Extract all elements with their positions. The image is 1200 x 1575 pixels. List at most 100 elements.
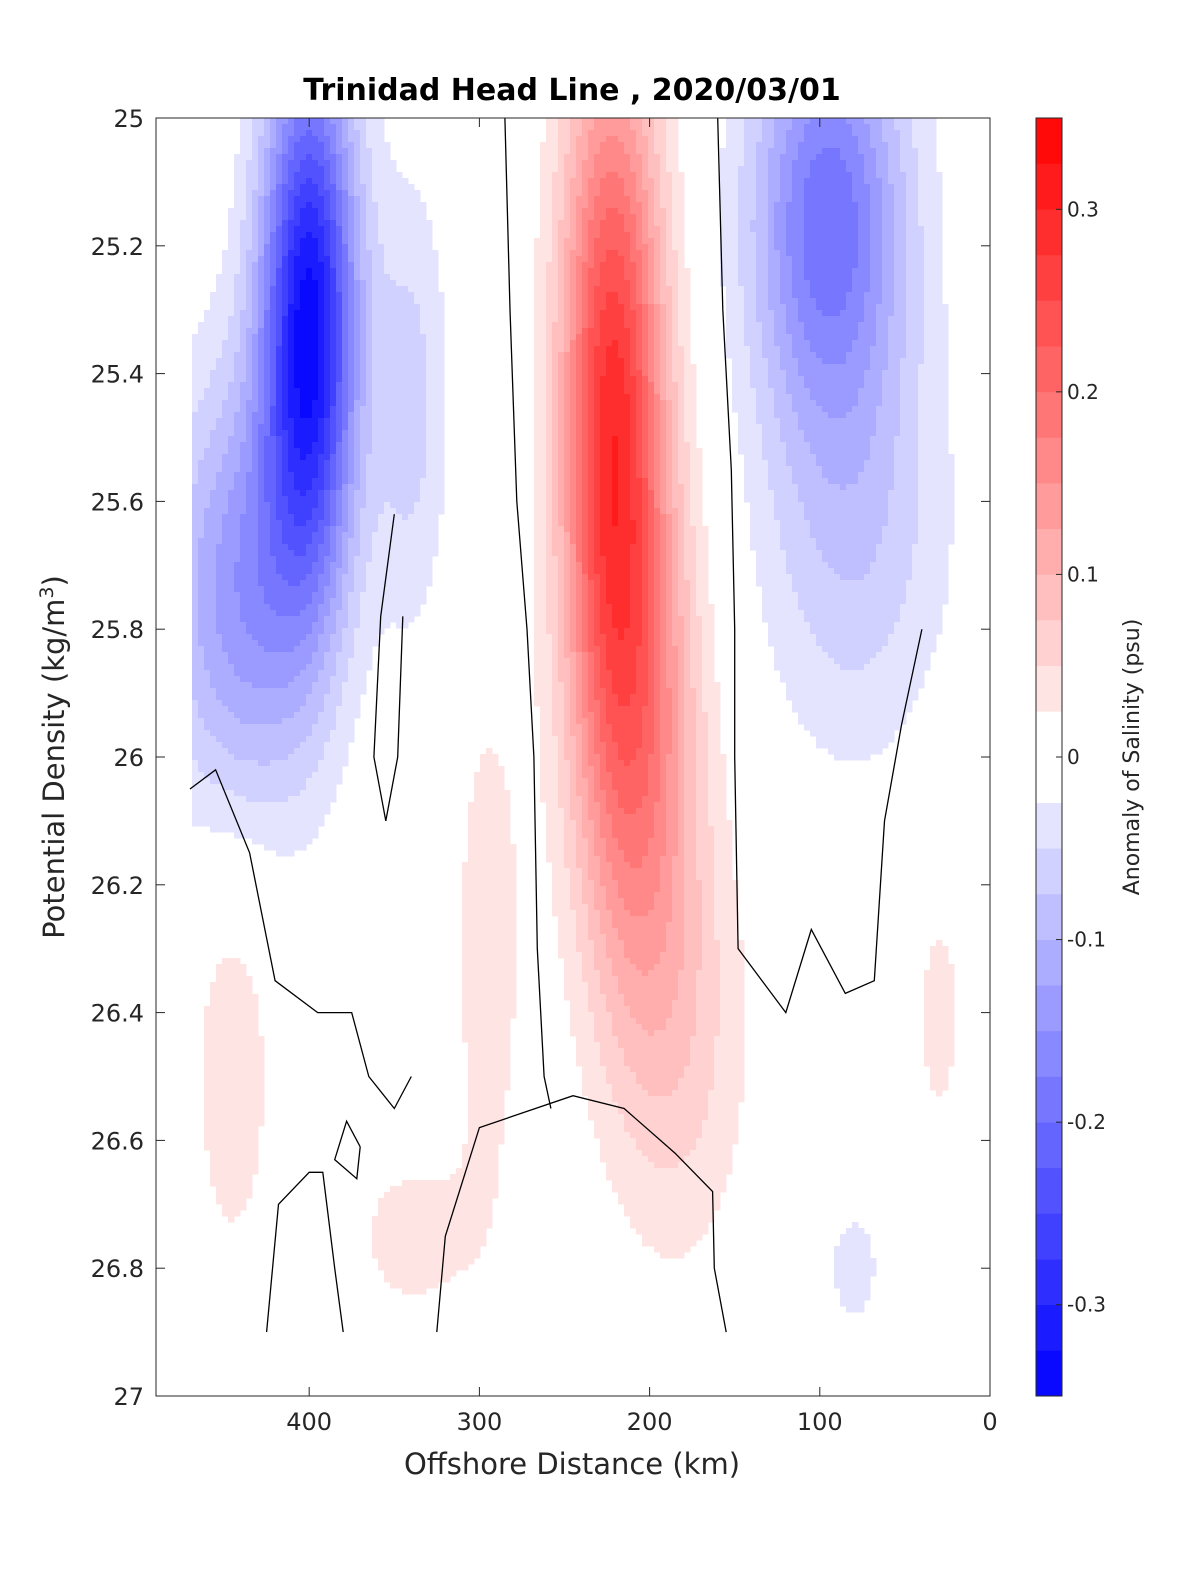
field-cell [750, 328, 757, 335]
field-cell [672, 388, 679, 395]
field-cell [630, 118, 637, 125]
field-cell [546, 202, 553, 209]
field-cell [630, 202, 637, 209]
field-cell [384, 340, 391, 347]
field-cell [384, 274, 391, 281]
field-cell [552, 178, 559, 185]
field-cell [750, 142, 757, 149]
field-cell [246, 292, 253, 299]
field-cell [228, 400, 235, 407]
field-cell [396, 310, 403, 317]
field-cell [780, 274, 787, 281]
field-cell [366, 292, 373, 299]
field-cell [930, 376, 937, 383]
field-cell [756, 256, 763, 263]
field-cell [648, 340, 655, 347]
field-cell [234, 166, 241, 173]
field-cell [348, 166, 355, 173]
field-cell [756, 190, 763, 197]
field-cell [558, 310, 565, 317]
field-cell [378, 178, 385, 185]
field-cell [264, 274, 271, 281]
field-cell [630, 358, 637, 365]
field-cell [588, 388, 595, 395]
field-cell [846, 148, 853, 155]
field-cell [252, 154, 259, 161]
field-cell [318, 202, 325, 209]
field-cell [918, 310, 925, 317]
field-cell [906, 400, 913, 407]
field-cell [810, 190, 817, 197]
field-cell [300, 292, 307, 299]
field-cell [558, 118, 565, 125]
field-cell [894, 244, 901, 251]
field-cell [822, 220, 829, 227]
field-cell [318, 118, 325, 125]
field-cell [240, 238, 247, 245]
field-cell [228, 214, 235, 221]
field-cell [270, 190, 277, 197]
field-cell [546, 370, 553, 377]
field-cell [780, 310, 787, 317]
field-cell [942, 364, 949, 371]
field-cell [924, 418, 931, 425]
field-cell [912, 166, 919, 173]
field-cell [624, 328, 631, 335]
field-cell [780, 124, 787, 131]
field-cell [666, 292, 673, 299]
field-cell [930, 382, 937, 389]
field-cell [888, 214, 895, 221]
field-cell [612, 268, 619, 275]
field-cell [804, 322, 811, 329]
field-cell [660, 262, 667, 269]
field-cell [336, 406, 343, 413]
field-cell [588, 370, 595, 377]
field-cell [324, 226, 331, 233]
field-cell [912, 352, 919, 359]
field-cell [534, 346, 541, 353]
field-cell [834, 292, 841, 299]
field-cell [678, 334, 685, 341]
field-cell [288, 130, 295, 137]
field-cell [570, 244, 577, 251]
field-cell [870, 274, 877, 281]
field-cell [630, 166, 637, 173]
field-cell [744, 262, 751, 269]
field-cell [672, 220, 679, 227]
field-cell [426, 370, 433, 377]
field-cell [840, 364, 847, 371]
field-cell [276, 166, 283, 173]
field-cell [618, 256, 625, 263]
field-cell [402, 292, 409, 299]
field-cell [786, 358, 793, 365]
field-cell [816, 262, 823, 269]
field-cell [930, 322, 937, 329]
field-cell [756, 250, 763, 257]
field-cell [894, 214, 901, 221]
field-cell [606, 166, 613, 173]
field-cell [240, 406, 247, 413]
field-cell [408, 310, 415, 317]
field-cell [618, 250, 625, 257]
field-cell [402, 394, 409, 401]
field-cell [570, 322, 577, 329]
field-cell [900, 382, 907, 389]
field-cell [546, 166, 553, 173]
field-cell [384, 358, 391, 365]
field-cell [768, 118, 775, 125]
field-cell [600, 214, 607, 221]
field-cell [744, 340, 751, 347]
field-cell [918, 202, 925, 209]
field-cell [576, 124, 583, 131]
field-cell [618, 178, 625, 185]
field-cell [312, 268, 319, 275]
field-cell [204, 418, 211, 425]
field-cell [630, 316, 637, 323]
field-cell [780, 160, 787, 167]
field-cell [276, 418, 283, 425]
field-cell [936, 190, 943, 197]
field-cell [300, 142, 307, 149]
field-cell [570, 364, 577, 371]
field-cell [906, 220, 913, 227]
field-cell [396, 424, 403, 431]
